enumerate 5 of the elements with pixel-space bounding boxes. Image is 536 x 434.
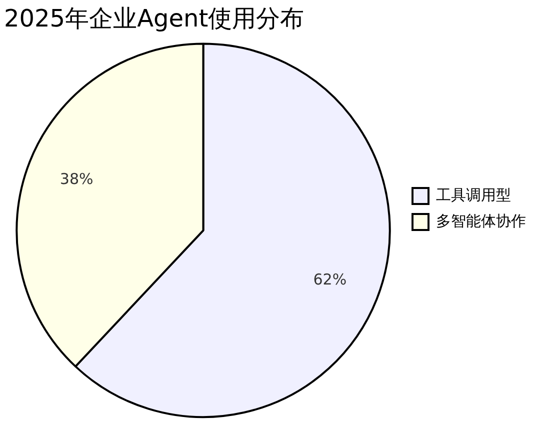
legend-label: 多智能体协作: [436, 212, 526, 230]
legend-label: 工具调用型: [436, 186, 511, 204]
chart-title: 2025年企业Agent使用分布: [4, 4, 304, 33]
data-label: 38%: [60, 170, 94, 188]
data-label: 62%: [313, 270, 347, 288]
